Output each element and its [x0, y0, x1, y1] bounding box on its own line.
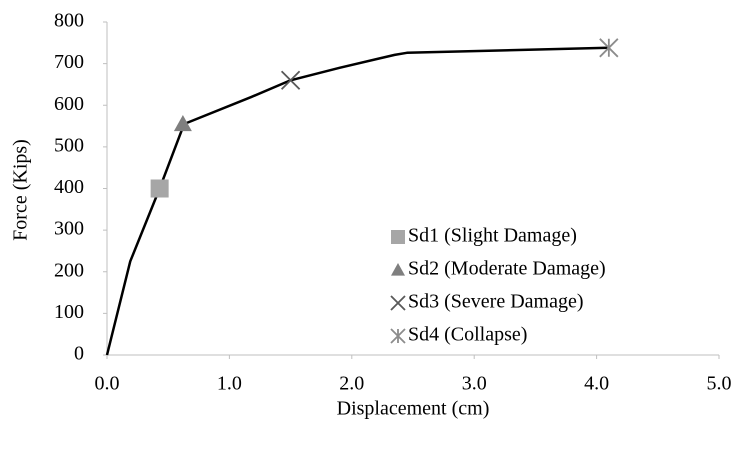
x-tick-label: 3.0: [462, 373, 487, 395]
marker: [150, 179, 169, 198]
legend-label: Sd4 (Collapse): [408, 324, 527, 346]
y-axis-title: Force (Kips): [10, 139, 32, 241]
y-tick-label: 200: [54, 259, 84, 281]
marker: [599, 38, 619, 58]
legend-marker: [390, 328, 406, 344]
y-tick-label: 700: [54, 51, 84, 73]
y-tick-label: 800: [54, 10, 84, 32]
legend-label: Sd1 (Slight Damage): [408, 225, 577, 247]
legend-marker: [391, 230, 405, 244]
legend-label: Sd2 (Moderate Damage): [408, 258, 606, 280]
y-tick-label: 600: [54, 93, 84, 115]
marker: [173, 114, 192, 132]
x-tick-label: 2.0: [339, 373, 364, 395]
x-tick-label: 5.0: [707, 373, 732, 395]
x-tick-label: 4.0: [584, 373, 609, 395]
legend-label: Sd3 (Severe Damage): [408, 291, 584, 313]
legend-marker: [391, 263, 405, 276]
x-tick-label: 1.0: [217, 373, 242, 395]
y-tick-label: 500: [54, 134, 84, 156]
y-tick-label: 400: [54, 176, 84, 198]
y-tick-label: 0: [74, 343, 84, 365]
y-tick-label: 100: [54, 301, 84, 323]
curve: [105, 46, 609, 356]
legend-marker: [390, 295, 406, 311]
x-axis-title: Displacement (cm): [337, 398, 490, 420]
y-tick-label: 300: [54, 218, 84, 240]
x-tick-label: 0.0: [95, 373, 120, 395]
marker: [280, 70, 301, 90]
